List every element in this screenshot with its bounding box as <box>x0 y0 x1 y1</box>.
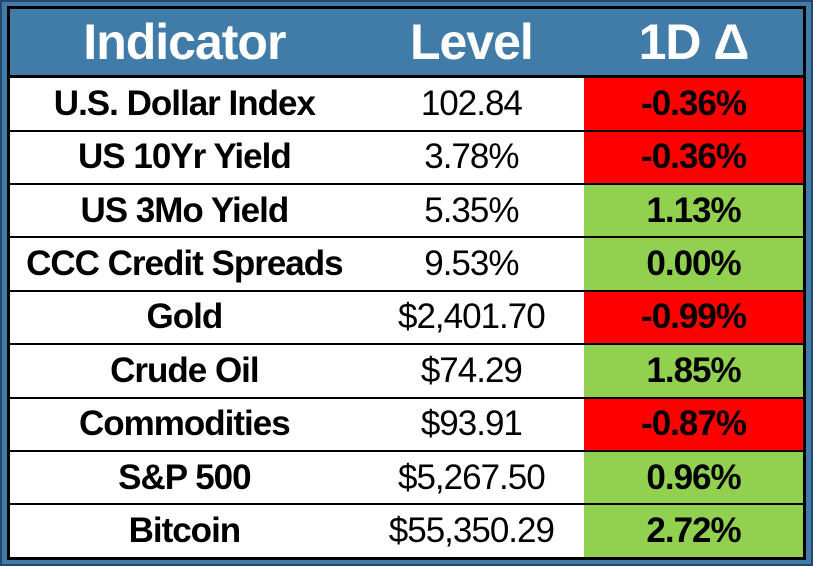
indicator-name-cell: CCC Credit Spreads <box>8 237 359 291</box>
table-row: Crude Oil $74.29 1.85% <box>8 344 805 398</box>
col-header-indicator: Indicator <box>8 7 359 78</box>
table-row: Gold $2,401.70 -0.99% <box>8 290 805 345</box>
indicator-delta-cell: -0.36% <box>584 130 805 184</box>
indicator-name-cell: U.S. Dollar Index <box>8 76 359 131</box>
table-row: S&P 500 $5,267.50 0.96% <box>8 450 805 505</box>
indicator-name-cell: Bitcoin <box>8 504 359 559</box>
indicator-name-cell: Crude Oil <box>8 344 359 398</box>
indicator-delta-cell: -0.99% <box>584 290 805 345</box>
indicator-level-cell: $5,267.50 <box>358 450 584 505</box>
indicator-name-cell: S&P 500 <box>8 450 359 505</box>
indicator-delta-cell: 1.85% <box>584 344 805 398</box>
table-row: U.S. Dollar Index 102.84 -0.36% <box>8 76 805 131</box>
indicator-name-cell: Gold <box>8 290 359 345</box>
indicator-delta-cell: -0.36% <box>584 76 805 131</box>
indicator-level-cell: 3.78% <box>358 130 584 184</box>
indicator-level-cell: 5.35% <box>358 183 584 238</box>
table-header: Indicator Level 1D Δ <box>8 7 805 78</box>
indicator-delta-cell: 0.96% <box>584 450 805 505</box>
indicator-name-cell: US 3Mo Yield <box>8 183 359 238</box>
table-row: Commodities $93.91 -0.87% <box>8 397 805 451</box>
market-indicators-table: Indicator Level 1D Δ U.S. Dollar Index 1… <box>7 6 806 560</box>
table-row: CCC Credit Spreads 9.53% 0.00% <box>8 237 805 291</box>
indicator-level-cell: $74.29 <box>358 344 584 398</box>
header-row: Indicator Level 1D Δ <box>8 7 805 78</box>
indicator-level-cell: $93.91 <box>358 397 584 451</box>
table-row: US 10Yr Yield 3.78% -0.36% <box>8 130 805 184</box>
indicator-level-cell: $2,401.70 <box>358 290 584 345</box>
indicator-level-cell: $55,350.29 <box>358 504 584 559</box>
indicator-name-cell: US 10Yr Yield <box>8 130 359 184</box>
indicator-delta-cell: -0.87% <box>584 397 805 451</box>
table-row: Bitcoin $55,350.29 2.72% <box>8 504 805 559</box>
indicator-name-cell: Commodities <box>8 397 359 451</box>
col-header-delta: 1D Δ <box>584 7 805 78</box>
indicator-delta-cell: 2.72% <box>584 504 805 559</box>
table-body: U.S. Dollar Index 102.84 -0.36% US 10Yr … <box>8 76 805 559</box>
indicator-level-cell: 9.53% <box>358 237 584 291</box>
indicator-delta-cell: 1.13% <box>584 183 805 238</box>
indicator-delta-cell: 0.00% <box>584 237 805 291</box>
col-header-level: Level <box>358 7 584 78</box>
table-row: US 3Mo Yield 5.35% 1.13% <box>8 183 805 238</box>
indicator-level-cell: 102.84 <box>358 76 584 131</box>
